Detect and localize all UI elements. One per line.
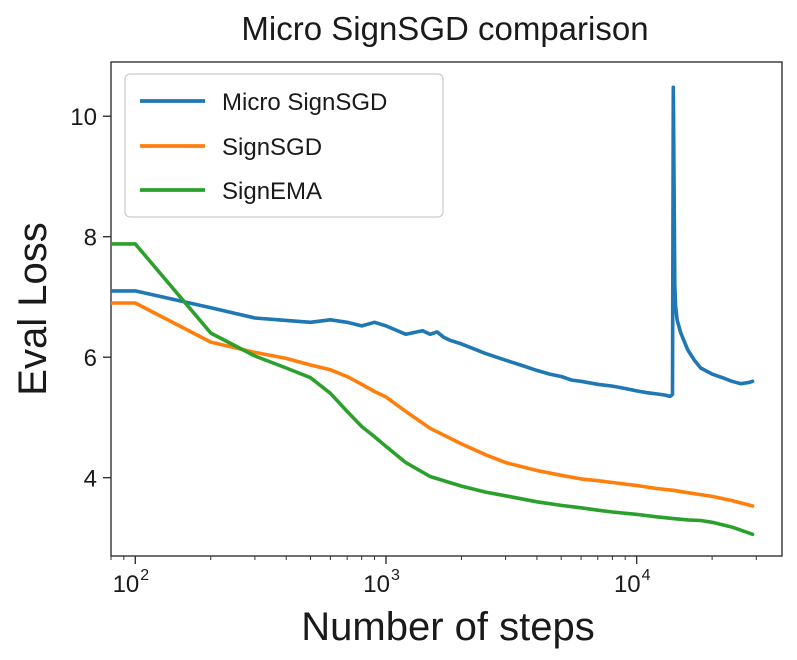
series-line-micro-signsgd bbox=[111, 85, 755, 399]
plot-area bbox=[110, 61, 783, 557]
x-axis-label: Number of steps bbox=[301, 605, 594, 649]
x-tick-label-exponent: 4 bbox=[642, 567, 651, 584]
legend-label-signsgd: SignSGD bbox=[222, 134, 322, 161]
legend-label-micro-signsgd: Micro SignSGD bbox=[222, 89, 387, 116]
x-tick-label-exponent: 3 bbox=[391, 567, 400, 584]
y-tick-label: 10 bbox=[70, 104, 97, 131]
series-group bbox=[111, 85, 755, 537]
legend-box bbox=[124, 73, 444, 218]
series-line-signema bbox=[111, 242, 755, 537]
chart-title: Micro SignSGD comparison bbox=[241, 10, 648, 47]
y-tick-label: 6 bbox=[84, 345, 97, 372]
x-tick-label-exponent: 2 bbox=[140, 567, 149, 584]
y-tick-label: 4 bbox=[84, 466, 97, 493]
y-tick-label: 8 bbox=[84, 225, 97, 252]
y-axis-ticks: 4 6 8 10 bbox=[70, 104, 111, 493]
x-tick-label-base: 10 bbox=[113, 571, 140, 598]
x-tick-label-base: 10 bbox=[614, 571, 641, 598]
x-tick-label: 10 3 bbox=[363, 567, 400, 598]
x-tick-label: 10 4 bbox=[614, 567, 651, 598]
legend-label-signema: SignEMA bbox=[222, 178, 322, 205]
x-tick-label: 10 2 bbox=[113, 567, 150, 598]
x-tick-label-base: 10 bbox=[363, 571, 390, 598]
legend: Micro SignSGD SignSGD SignEMA bbox=[124, 73, 444, 218]
series-line-signsgd bbox=[111, 301, 755, 508]
x-axis-ticks: 10 2 10 3 10 4 bbox=[110, 556, 757, 598]
y-axis-label: Eval Loss bbox=[11, 222, 55, 395]
